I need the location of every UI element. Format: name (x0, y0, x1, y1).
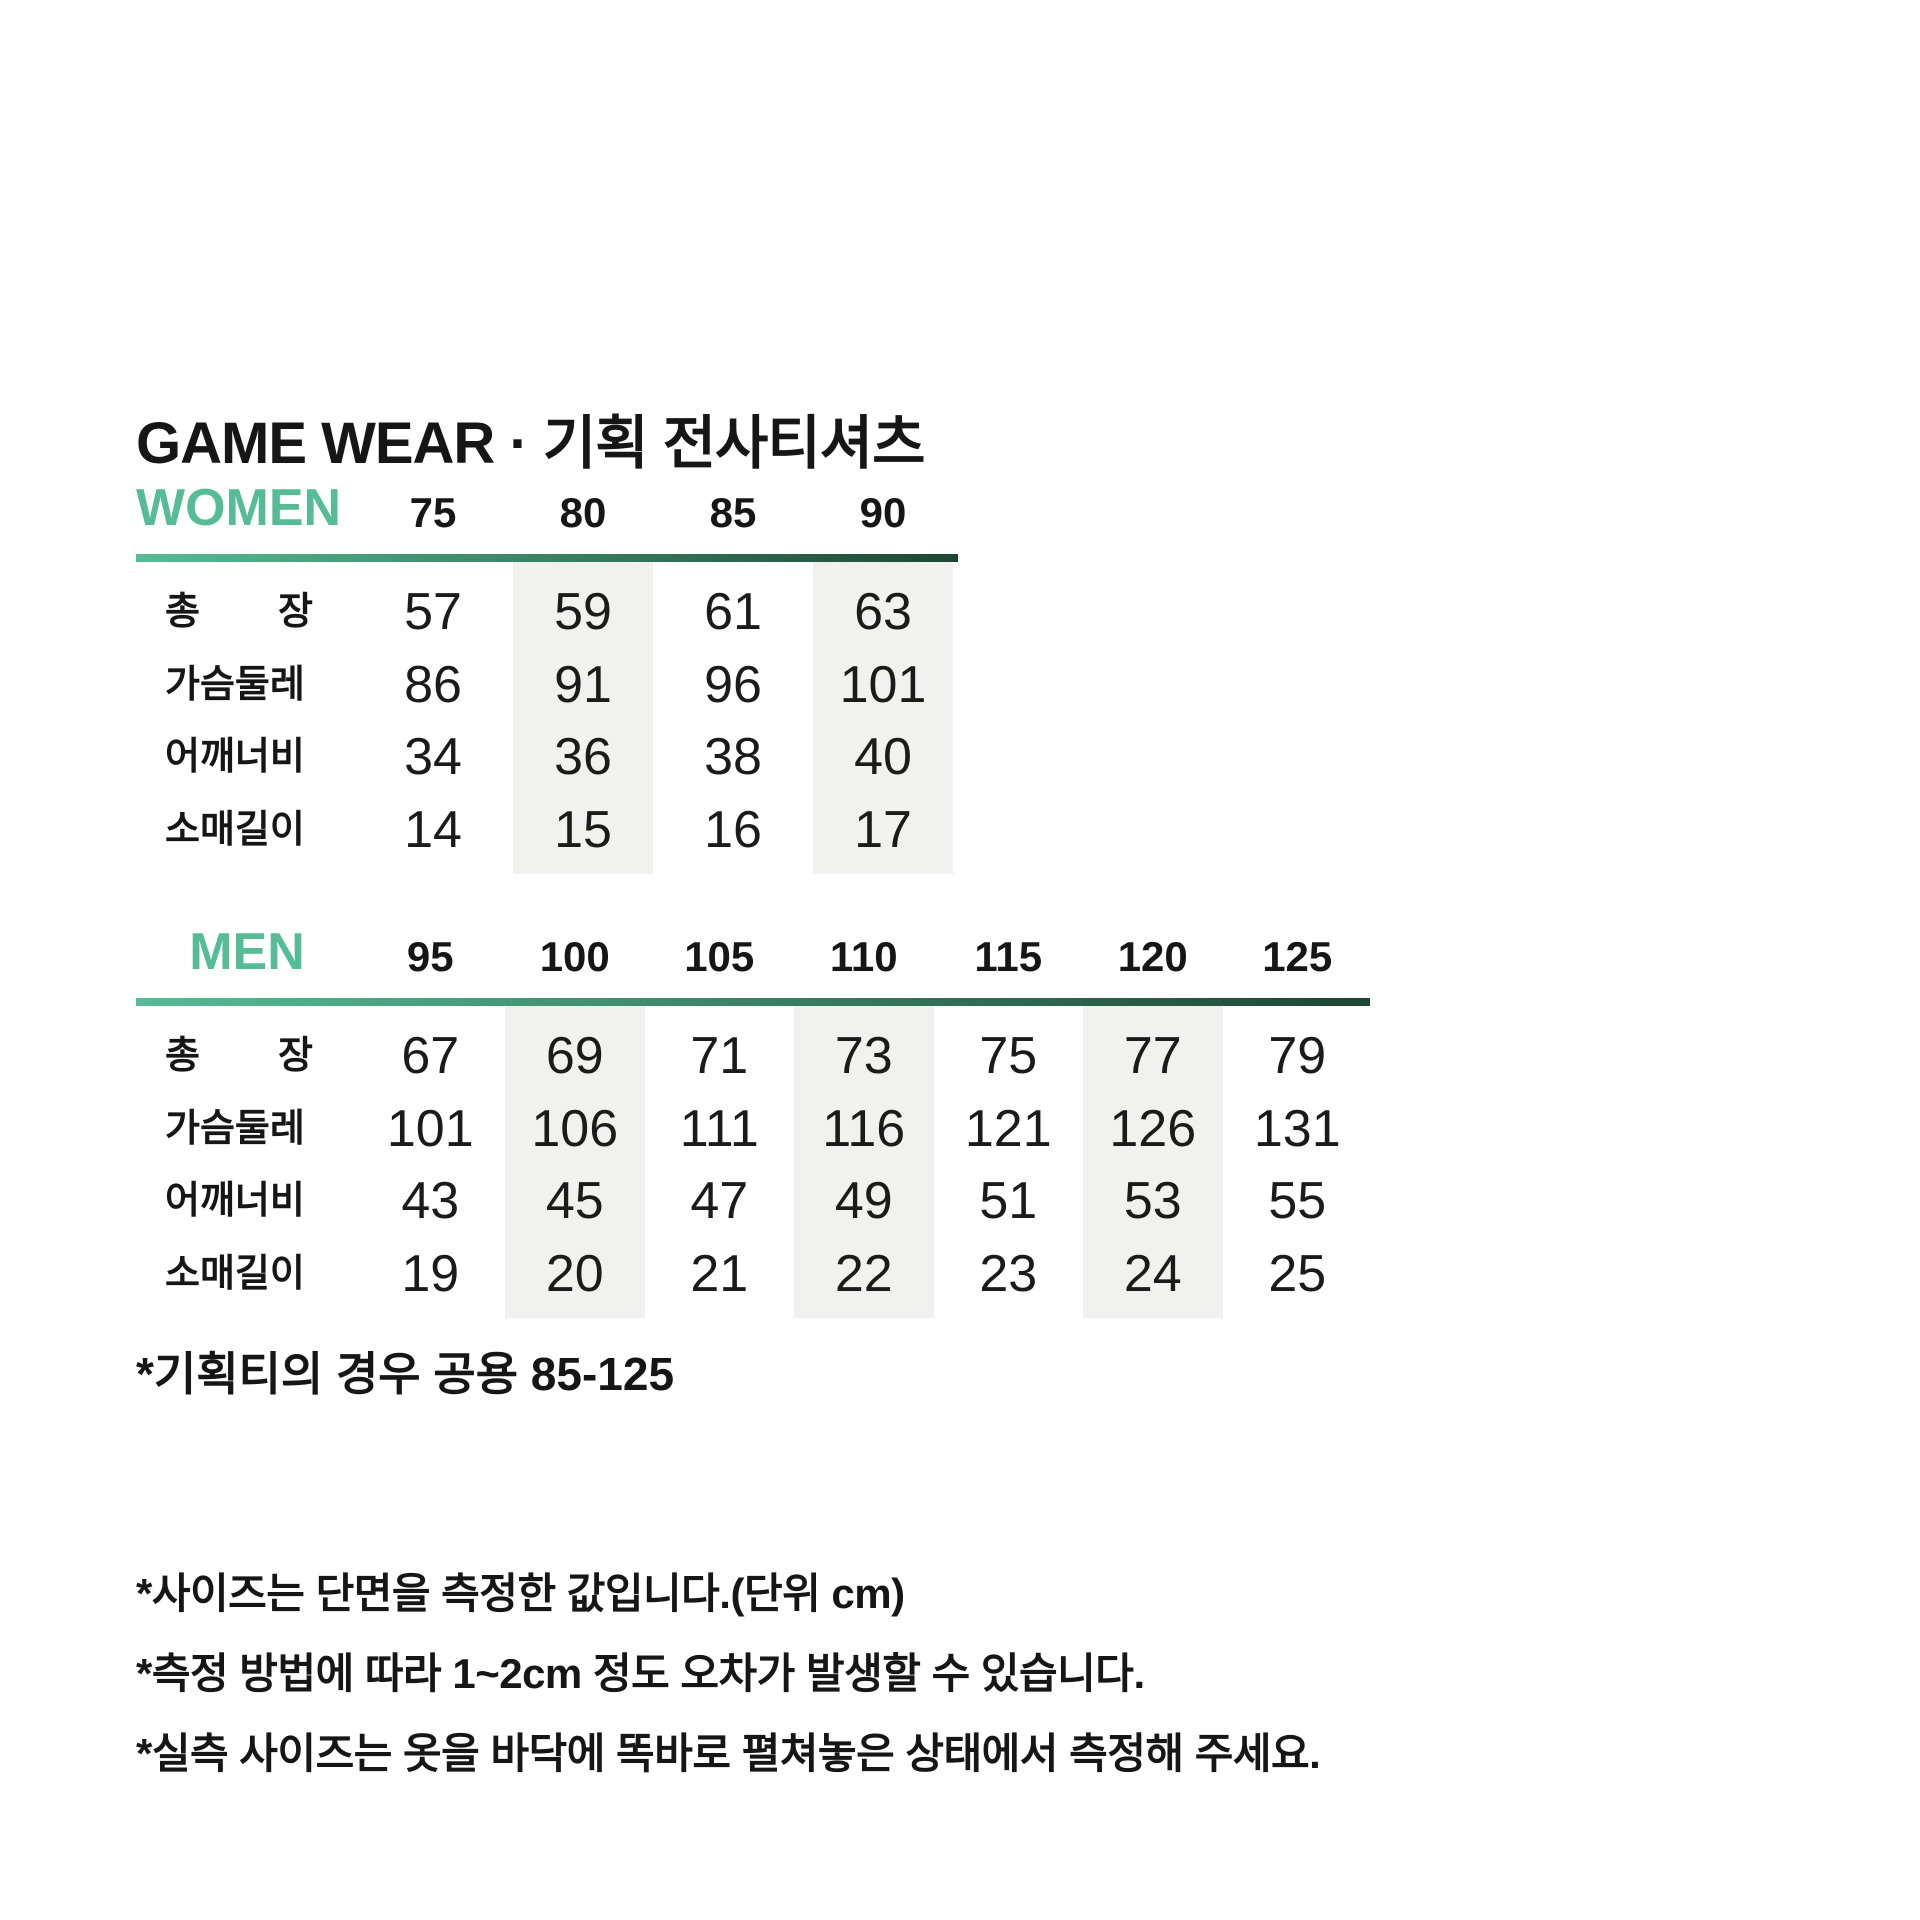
size-value-cell: 111 (679, 1099, 759, 1158)
measurement-row: 소매길이 14 15 16 17 (136, 794, 958, 867)
measurement-row: 어깨너비 43 45 47 49 51 53 55 (136, 1165, 1370, 1238)
stripe-band (513, 562, 653, 874)
size-header-cell: 110 (829, 933, 898, 981)
men-header-row: MEN 95 100 105 110 115 120 125 (136, 923, 1370, 981)
row-label: 가슴둘레 (165, 1107, 305, 1150)
size-value-cell: 36 (554, 728, 612, 787)
size-value-cell: 15 (554, 800, 612, 859)
measurement-row: 총 장 67 69 71 73 75 77 79 (136, 1020, 1370, 1093)
size-value-cell: 14 (404, 800, 462, 859)
size-value-cell: 43 (401, 1172, 460, 1231)
footnote: *사이즈는 단면을 측정한 값입니다.(단위 cm) (136, 1570, 905, 1617)
footnote: *실측 사이즈는 옷을 바닥에 똑바로 펼쳐놓은 상태에서 측정해 주세요. (136, 1730, 1321, 1777)
size-value-cell: 17 (854, 800, 912, 859)
measurement-row: 소매길이 19 20 21 22 23 24 25 (136, 1238, 1370, 1311)
women-group-label: WOMEN (136, 479, 342, 537)
measurement-row: 총 장 57 59 61 63 (136, 576, 958, 649)
size-value-cell: 73 (834, 1027, 893, 1086)
row-label: 소매길이 (165, 1252, 305, 1295)
size-value-cell: 91 (554, 655, 612, 714)
size-value-cell: 40 (854, 728, 912, 787)
stripe-band (793, 1006, 934, 1318)
men-size-table: MEN 95 100 105 110 115 120 125 총 장 67 69 71 73 75 77 79… (136, 923, 1370, 1318)
size-value-cell: 22 (834, 1244, 893, 1303)
size-value-cell: 77 (1123, 1027, 1182, 1086)
size-value-cell: 38 (704, 728, 762, 787)
size-header-cell: 90 (859, 489, 907, 537)
size-value-cell: 47 (690, 1172, 749, 1231)
row-label: 어깨너비 (165, 736, 305, 779)
size-value-cell: 79 (1268, 1027, 1327, 1086)
row-label: 어깨너비 (165, 1180, 305, 1223)
size-value-cell: 34 (404, 728, 462, 787)
size-header-cell: 100 (539, 933, 610, 981)
size-value-cell: 59 (554, 583, 612, 642)
size-header-cell: 80 (559, 489, 607, 537)
stripe-band (1082, 1006, 1223, 1318)
size-value-cell: 16 (704, 800, 762, 859)
size-value-cell: 106 (531, 1099, 619, 1158)
size-value-cell: 101 (839, 655, 927, 714)
size-value-cell: 121 (964, 1099, 1052, 1158)
size-value-cell: 131 (1253, 1099, 1341, 1158)
size-header-cell: 125 (1262, 933, 1333, 981)
measurement-row: 어깨너비 34 36 38 40 (136, 721, 958, 794)
size-value-cell: 55 (1268, 1172, 1327, 1231)
stripe-band (813, 562, 953, 874)
size-value-cell: 45 (545, 1172, 604, 1231)
size-value-cell: 116 (822, 1099, 906, 1158)
size-value-cell: 51 (979, 1172, 1038, 1231)
size-value-cell: 86 (404, 655, 462, 714)
size-value-cell: 75 (979, 1027, 1038, 1086)
size-value-cell: 101 (386, 1099, 474, 1158)
size-header-cell: 85 (709, 489, 757, 537)
common-size-note: *기획티의 경우 공용 85-125 (136, 1348, 675, 1400)
row-label: 가슴둘레 (165, 663, 305, 706)
women-size-table: WOMEN 75 80 85 90 총 장 57 59 61 63 가슴둘레 86 91 96 101 어깨너… (136, 479, 958, 874)
size-value-cell: 21 (690, 1244, 749, 1303)
size-value-cell: 53 (1123, 1172, 1182, 1231)
size-value-cell: 57 (404, 583, 462, 642)
size-value-cell: 96 (704, 655, 762, 714)
size-value-cell: 23 (979, 1244, 1038, 1303)
page-title: GAME WEAR · 기획 전사티셔츠 (136, 411, 925, 476)
row-label: 총 장 (165, 591, 313, 634)
size-header-cell: 115 (974, 933, 1043, 981)
women-gradient-rule (136, 554, 958, 562)
size-value-cell: 25 (1268, 1244, 1327, 1303)
stripe-band (504, 1006, 645, 1318)
women-header-row: WOMEN 75 80 85 90 (136, 479, 958, 537)
men-group-label: MEN (189, 923, 305, 981)
size-value-cell: 126 (1109, 1099, 1197, 1158)
size-header-cell: 105 (684, 933, 755, 981)
size-value-cell: 19 (401, 1244, 460, 1303)
size-value-cell: 69 (545, 1027, 604, 1086)
size-value-cell: 71 (690, 1027, 749, 1086)
men-body: 총 장 67 69 71 73 75 77 79 가슴둘레 101 106 111 116 121 126 1… (136, 1006, 1370, 1318)
size-value-cell: 24 (1123, 1244, 1182, 1303)
size-header-cell: 120 (1117, 933, 1188, 981)
size-value-cell: 63 (854, 583, 912, 642)
size-header-cell: 95 (406, 933, 454, 981)
size-value-cell: 61 (704, 583, 762, 642)
size-value-cell: 49 (834, 1172, 893, 1231)
women-body: 총 장 57 59 61 63 가슴둘레 86 91 96 101 어깨너비 34 36 38 40 소매길이… (136, 562, 958, 874)
size-header-cell: 75 (409, 489, 457, 537)
men-gradient-rule (136, 998, 1370, 1006)
size-value-cell: 20 (545, 1244, 604, 1303)
size-value-cell: 67 (401, 1027, 460, 1086)
row-label: 소매길이 (165, 808, 305, 851)
row-label: 총 장 (165, 1035, 313, 1078)
measurement-row: 가슴둘레 101 106 111 116 121 126 131 (136, 1093, 1370, 1166)
footnote: *측정 방법에 따라 1~2cm 정도 오차가 발생할 수 있습니다. (136, 1650, 1145, 1697)
measurement-row: 가슴둘레 86 91 96 101 (136, 649, 958, 722)
